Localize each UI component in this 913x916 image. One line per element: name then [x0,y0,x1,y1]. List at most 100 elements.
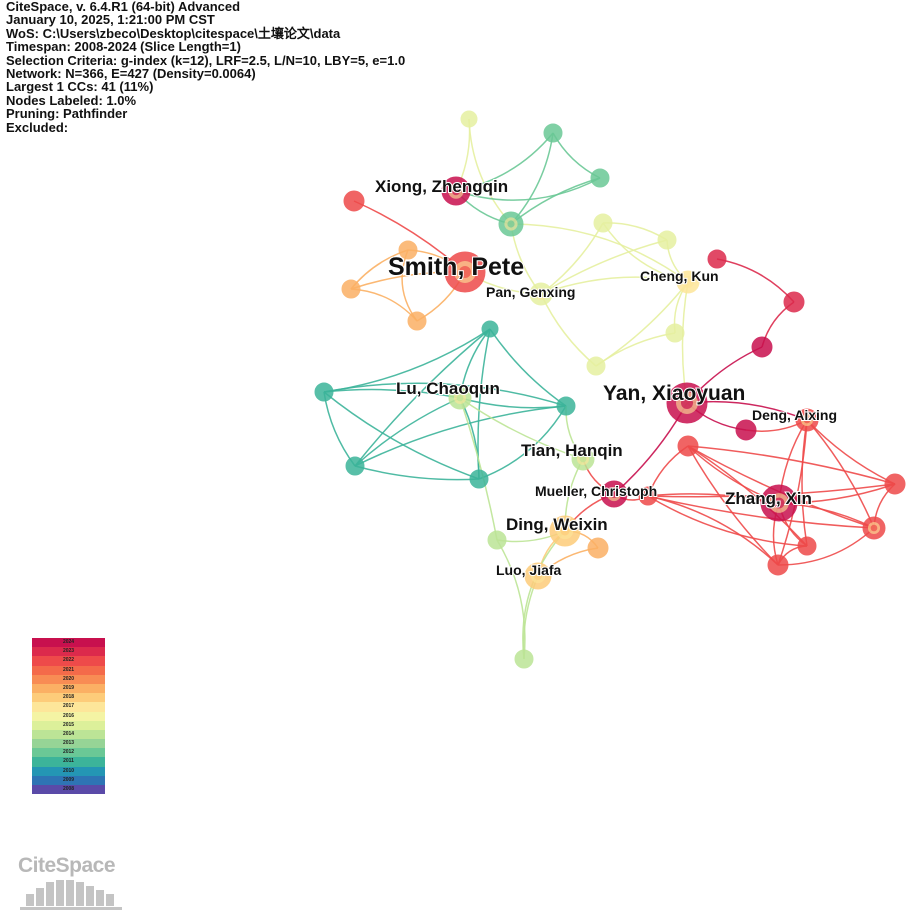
node-a13[interactable] [783,291,805,313]
legend-year-2017: 2017 [32,702,105,712]
node-a21[interactable] [345,456,365,476]
node-lc[interactable] [448,386,472,410]
node-a17[interactable] [314,382,334,402]
node-a22[interactable] [469,469,489,489]
legend-year-label: 2020 [62,675,75,682]
node-a24[interactable] [884,473,906,495]
info-line-ccs: Largest 1 CCs: 41 (11%) [6,79,154,95]
node-pg[interactable] [529,282,553,306]
info-line-network: Network: N=366, E=427 (Density=0.0064) [6,66,256,82]
label-layer: Smith, Pete Xiong, Zhengqin Pan, Genxing… [374,176,838,579]
legend-year-label: 2013 [62,740,75,747]
legend-year-2021: 2021 [32,665,105,675]
edge [540,293,597,367]
legend-year-2012: 2012 [32,748,105,758]
node-layer [314,110,906,669]
node-th[interactable] [571,447,595,471]
edge [806,419,896,485]
edge [459,397,498,541]
edge [602,222,689,283]
node-label-smith-pete: Smith, Pete [388,253,524,281]
logo-bars-icon [20,880,122,910]
node-xz[interactable] [441,176,471,206]
edge [647,495,808,547]
node-a5[interactable] [498,211,524,237]
node-a18[interactable] [556,396,576,416]
edge [323,382,567,407]
edge [478,405,567,480]
legend-year-label: 2011 [63,758,74,765]
node-a15[interactable] [751,336,773,358]
edge [540,239,668,295]
node-a30[interactable] [514,649,534,669]
edge [459,397,584,460]
node-a3[interactable] [590,168,610,188]
node-a11[interactable] [407,311,427,331]
info-line-source: WoS: C:\Users\zbeco\Desktop\citespace\土壤… [6,25,341,41]
legend-year-2019: 2019 [32,683,105,694]
node-a25[interactable] [862,516,886,540]
legend-year-2013: 2013 [32,739,105,749]
node-ck[interactable] [676,270,700,294]
legend-year-label: 2017 [62,703,75,710]
node-a19[interactable] [795,408,819,432]
info-line-version: CiteSpace, v. 6.4.R1 (64-bit) Advanced [6,0,241,14]
legend-year-2008: 2008 [32,785,105,795]
legend-year-2018: 2018 [32,693,105,703]
node-zx[interactable] [760,484,798,522]
edge [354,328,491,467]
info-panel: CiteSpace, v. 6.4.R1 (64-bit) Advanced J… [6,0,405,134]
node-a12[interactable] [481,320,499,338]
node-mc[interactable] [600,480,628,508]
edge [647,495,875,529]
node-lj[interactable] [524,562,552,590]
node-a2[interactable] [543,123,563,143]
node-da[interactable] [735,419,757,441]
edge [489,328,567,407]
node-a28[interactable] [587,537,609,559]
edge [777,527,875,566]
node-a26[interactable] [797,536,817,556]
edge [716,258,795,303]
node-a9[interactable] [398,240,418,260]
node-a20[interactable] [677,435,699,457]
edge [540,276,689,295]
node-a14[interactable] [665,323,685,343]
edge [806,419,875,529]
node-label-zhang-xin: Zhang, Xin [725,489,812,508]
node-a10[interactable] [341,279,361,299]
edge [602,222,668,241]
edge [522,530,566,660]
edge [323,391,480,480]
node-a7[interactable] [657,230,677,250]
info-line-selection: Selection Criteria: g-index (k=12), LRF=… [6,52,406,68]
node-yx[interactable] [666,382,708,424]
legend-year-label: 2012 [62,749,75,756]
edge [552,132,601,179]
node-a4[interactable] [343,190,365,212]
node-a6[interactable] [593,213,613,233]
node-a8[interactable] [707,249,727,269]
legend-year-2015: 2015 [32,720,105,730]
node-dw[interactable] [549,515,581,547]
node-a29[interactable] [767,554,789,576]
edge [647,495,779,566]
node-sp[interactable] [444,251,486,293]
legend-year-2010: 2010 [32,766,105,776]
edge [801,419,808,547]
legend-year-label: 2023 [62,648,75,655]
node-a27[interactable] [487,530,507,550]
legend-year-label: 2021 [62,666,75,673]
edge [354,397,461,467]
node-a1[interactable] [460,110,478,128]
citespace-logo: CiteSpace [16,850,134,912]
edge [510,223,689,283]
legend-year-2016: 2016 [32,711,105,721]
edge [323,388,461,399]
node-label-lu-chaoqun: Lu, Chaoqun [396,379,500,398]
node-a23[interactable] [638,486,658,506]
legend-year-2024: 2024 [32,638,105,648]
legend-year-label: 2018 [62,694,75,701]
node-a16[interactable] [586,356,606,376]
